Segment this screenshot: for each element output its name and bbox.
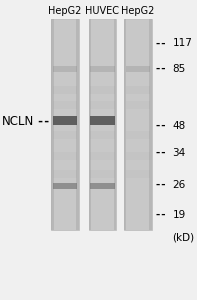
Bar [90, 131, 115, 139]
Bar [126, 131, 150, 139]
Bar [126, 170, 150, 178]
Text: HepG2: HepG2 [48, 7, 82, 16]
Text: 117: 117 [172, 38, 192, 49]
Text: 34: 34 [172, 148, 186, 158]
Bar [126, 101, 150, 109]
Bar [126, 66, 150, 72]
Bar [90, 86, 115, 94]
Bar [90, 116, 115, 125]
Bar [53, 66, 77, 72]
Bar [53, 170, 77, 178]
Bar [53, 183, 77, 189]
Text: 26: 26 [172, 179, 186, 190]
Text: (kD): (kD) [172, 232, 194, 242]
Bar [90, 152, 115, 160]
Bar [149, 20, 152, 230]
Bar [76, 20, 79, 230]
Bar [51, 20, 79, 230]
Text: 85: 85 [172, 64, 186, 74]
Text: --: -- [155, 38, 167, 49]
Bar [124, 20, 126, 230]
Text: --: -- [36, 115, 51, 128]
Bar [126, 86, 150, 94]
Text: NCLN: NCLN [2, 115, 34, 128]
Bar [53, 86, 77, 94]
Text: HUVEC: HUVEC [85, 7, 119, 16]
Text: --: -- [155, 121, 167, 131]
Bar [114, 20, 116, 230]
Text: --: -- [155, 148, 167, 158]
Bar [53, 152, 77, 160]
Bar [53, 131, 77, 139]
Bar [90, 101, 115, 109]
Bar [53, 101, 77, 109]
Text: 19: 19 [172, 209, 186, 220]
Bar [89, 20, 116, 230]
Bar [90, 183, 115, 189]
Bar [124, 20, 152, 230]
Bar [51, 20, 54, 230]
Text: --: -- [155, 64, 167, 74]
Bar [53, 116, 77, 125]
Bar [90, 170, 115, 178]
Text: --: -- [155, 179, 167, 190]
Text: --: -- [155, 209, 167, 220]
Bar [89, 20, 91, 230]
Bar [126, 152, 150, 160]
Text: HepG2: HepG2 [121, 7, 155, 16]
Bar [90, 66, 115, 72]
Text: 48: 48 [172, 121, 186, 131]
